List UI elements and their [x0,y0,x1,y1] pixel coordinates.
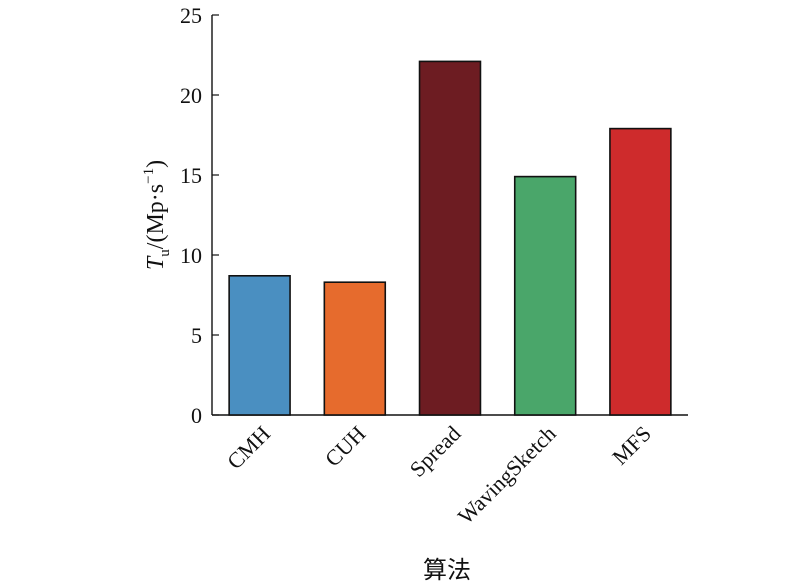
y-ticks: 0 5 10 15 20 25 [180,3,219,428]
bar-cuh [323,281,387,416]
y-tick-label: 15 [180,163,202,188]
y-tick-label: 10 [180,243,202,268]
y-axis-title: Tu/(Mp·s−1) [141,160,173,270]
x-axis-title: 算法 [423,557,471,584]
x-tick-label-cuh: CUH [320,421,371,472]
bar-mfs [609,127,672,416]
y-tick-label: 5 [191,323,202,348]
y-tick-label: 25 [180,3,202,28]
y-tick-label: 0 [191,403,202,428]
bar-cmh [228,274,291,416]
x-tick-label-wavingsketch: WavingSketch [453,421,561,529]
bars [228,60,672,416]
y-axis: 0 5 10 15 20 25 [180,3,219,428]
y-tick-label: 20 [180,83,202,108]
bar-wavingsketch [513,175,577,416]
x-tick-label-cmh: CMH [222,421,275,474]
bar-spread [418,60,482,416]
x-tick-label-spread: Spread [405,421,466,482]
x-tick-label-mfs: MFS [607,421,656,470]
